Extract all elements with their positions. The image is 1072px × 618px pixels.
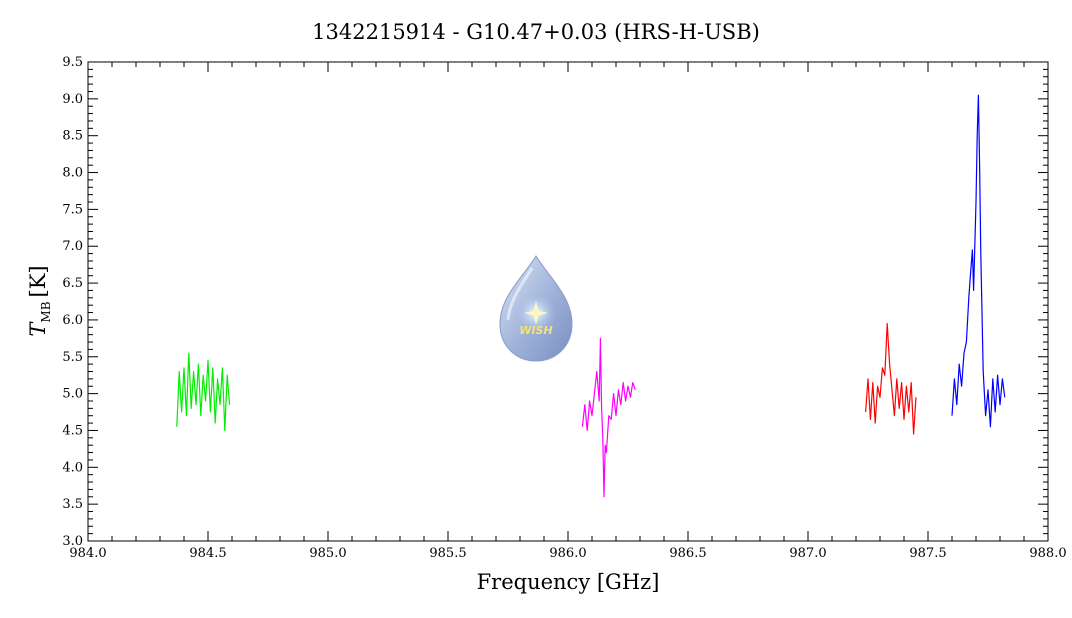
x-tick-label: 984.5 xyxy=(189,546,226,561)
x-tick-label: 987.5 xyxy=(909,546,946,561)
logo-text: WISH xyxy=(519,324,552,337)
series-line-4 xyxy=(951,94,1006,428)
x-tick-label: 985.0 xyxy=(309,546,346,561)
x-tick-label: 988.0 xyxy=(1029,546,1066,561)
wish-logo: WISH xyxy=(499,255,573,362)
y-tick-label: 9.0 xyxy=(62,92,83,107)
x-tick-label: 986.5 xyxy=(669,546,706,561)
series-line-1 xyxy=(176,352,231,432)
x-tick-label: 985.5 xyxy=(429,546,466,561)
y-tick-label: 8.5 xyxy=(62,129,83,144)
chart-title: 1342215914 - G10.47+0.03 (HRS-H-USB) xyxy=(312,20,760,44)
y-tick-label: 4.0 xyxy=(62,460,83,475)
y-tick-label: 6.0 xyxy=(62,313,83,328)
x-tick-label: 987.0 xyxy=(789,546,826,561)
y-tick-label: 5.5 xyxy=(62,350,83,365)
y-tick-label: 3.0 xyxy=(62,534,83,549)
series-line-2 xyxy=(581,337,636,498)
x-axis-label: Frequency [GHz] xyxy=(477,570,660,594)
y-tick-label: 9.5 xyxy=(62,55,83,70)
y-tick-label: 4.5 xyxy=(62,423,83,438)
y-tick-label: 8.0 xyxy=(62,166,83,181)
x-tick-label: 986.0 xyxy=(549,546,586,561)
plot-area xyxy=(87,61,1049,542)
y-tick-label: 3.5 xyxy=(62,497,83,512)
series-line-3 xyxy=(865,323,917,435)
y-tick-label: 6.5 xyxy=(62,276,83,291)
y-tick-label: 7.0 xyxy=(62,239,83,254)
axis-ticks: 984.0 984.5 985.0 985.5 986.0 986.5 987.0 987.5… xyxy=(62,55,1066,561)
y-axis-label: TMB[K] xyxy=(26,265,53,336)
x-tick-label: 984.0 xyxy=(69,546,106,561)
y-tick-label: 5.0 xyxy=(62,387,83,402)
star-icon xyxy=(524,301,548,325)
y-tick-label: 7.5 xyxy=(62,202,83,217)
series-layer xyxy=(176,94,1006,498)
